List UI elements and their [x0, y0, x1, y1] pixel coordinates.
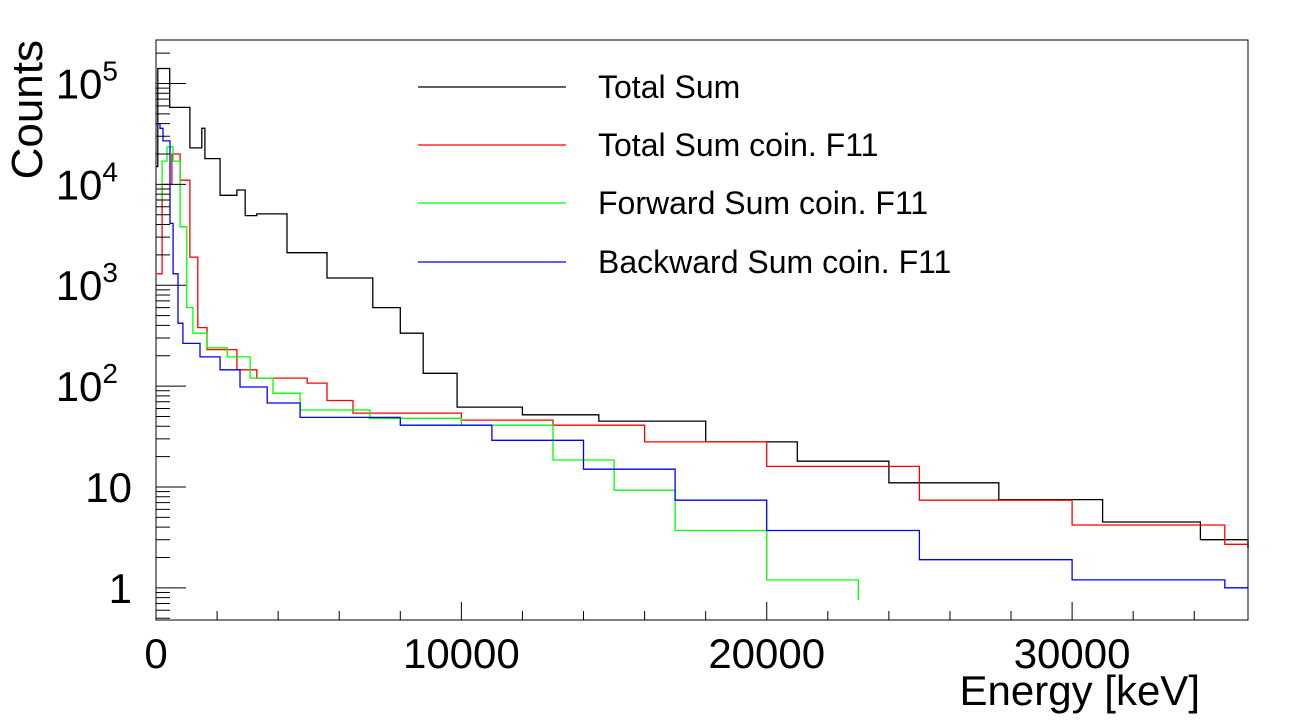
y-tick-label: 1: [109, 565, 132, 612]
x-tick-label: 20000: [708, 630, 825, 677]
x-tick-label: 30000: [1014, 630, 1131, 677]
y-tick-label: 104: [56, 156, 118, 208]
plot-area: [156, 67, 1249, 600]
legend-entry-1: Total Sum coin. F11: [598, 127, 878, 163]
x-tick-label: 10000: [403, 630, 520, 677]
series-line-3: [156, 122, 1248, 589]
legend-entry-0: Total Sum: [598, 69, 740, 105]
x-tick-label: 0: [144, 630, 167, 677]
legend-entry-3: Backward Sum coin. F11: [598, 244, 951, 280]
y-tick-label: 105: [56, 56, 118, 108]
legend-entry-2: Forward Sum coin. F11: [598, 185, 928, 221]
series-line-2: [156, 146, 859, 600]
y-tick-label: 102: [56, 358, 118, 410]
legend: Total Sum Total Sum coin. F11 Forward Sum …: [418, 69, 951, 280]
y-tick-label: 10: [85, 464, 132, 511]
y-tick-label: 103: [56, 257, 118, 309]
series-line-0: [156, 67, 1249, 548]
plot-frame: [155, 39, 1249, 621]
axes: 1 10 102 103 104 105 0 10000 20000 30000: [56, 52, 1195, 677]
series-line-1: [156, 153, 1249, 548]
x-axis-label: Energy [keV]: [960, 667, 1200, 714]
y-axis-label: Counts: [3, 40, 52, 179]
